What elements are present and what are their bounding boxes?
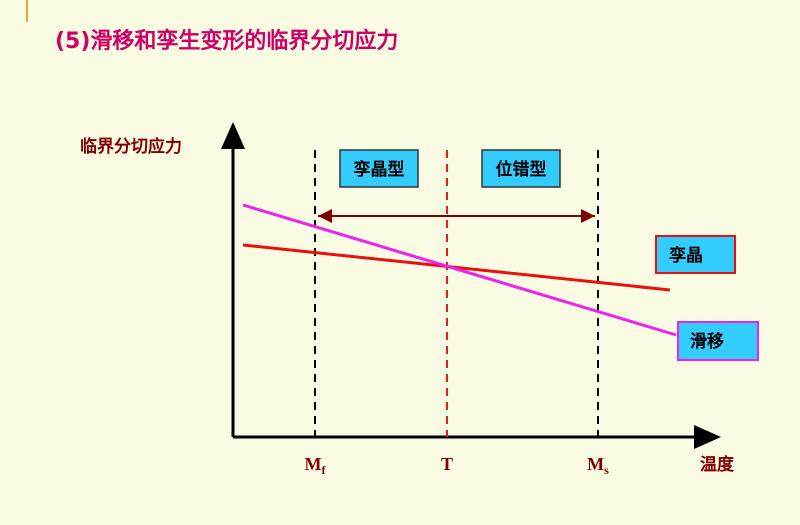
curve-box (655, 235, 736, 274)
curve-label: 滑移 (690, 331, 724, 352)
x-axis-label: 温度 (700, 454, 735, 475)
x-mark: T (441, 454, 453, 474)
region-label: 位错型 (496, 159, 547, 180)
curve-label: 孪晶 (669, 245, 703, 266)
title: (5)滑移和孪生变形的临界分切应力 (55, 28, 398, 54)
region-box (339, 149, 419, 188)
x-mark: Ms (587, 454, 609, 477)
slip-curve (242, 203, 677, 337)
region-box (481, 149, 561, 188)
curve-box (677, 321, 759, 361)
y-axis-label: 临界分切应力 (80, 136, 182, 157)
region-label: 孪晶型 (354, 159, 405, 180)
x-mark: Mf (305, 454, 327, 477)
twin-curve (242, 243, 671, 292)
